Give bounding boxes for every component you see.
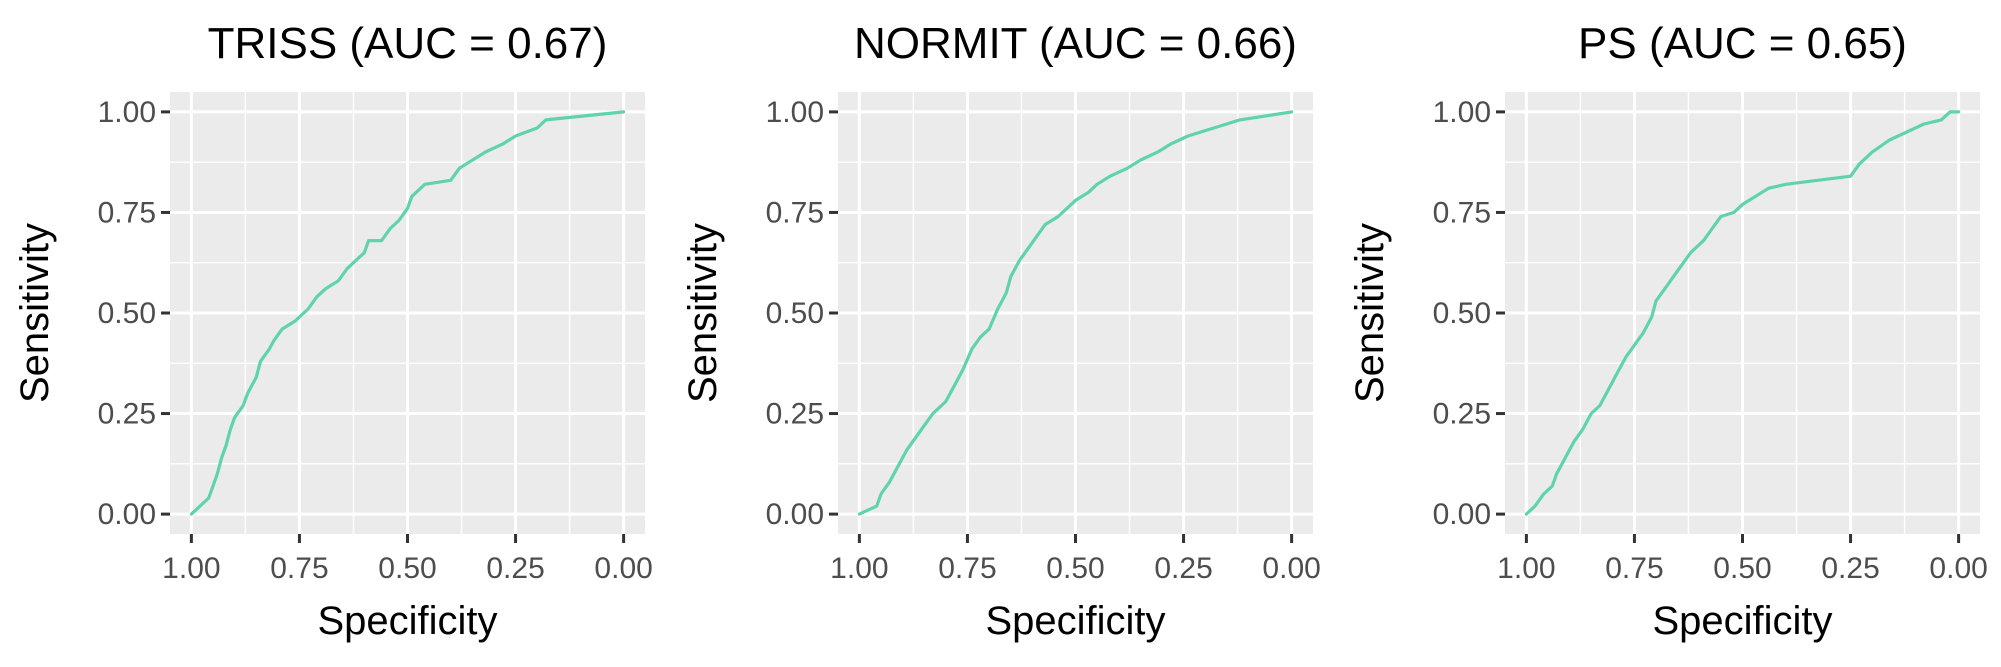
y-tick-label: 0.75: [766, 196, 824, 229]
x-tick-label: 1.00: [1497, 552, 1555, 585]
chart-title: NORMIT (AUC = 0.66): [854, 19, 1297, 68]
x-tick-label: 0.00: [1262, 552, 1320, 585]
y-tick-label: 0.50: [1433, 297, 1491, 330]
x-tick-label: 0.75: [270, 552, 328, 585]
x-tick-label: 1.00: [162, 552, 220, 585]
y-tick-label: 0.75: [98, 196, 156, 229]
x-tick-label: 0.75: [1605, 552, 1663, 585]
roc-panel: 0.00 0.25 0.50 0.75 1.00 1.00 0.75 0.50 0.25 0.00…: [1348, 19, 1988, 643]
y-axis-title: Sensitivity: [13, 223, 57, 403]
x-tick-label: 0.50: [1713, 552, 1771, 585]
y-tick-label: 0.25: [1433, 398, 1491, 431]
x-axis-title: Specificity: [1652, 599, 1832, 643]
roc-panel: 0.00 0.25 0.50 0.75 1.00 1.00 0.75 0.50 0.25 0.00…: [681, 19, 1321, 643]
x-tick-label: 1.00: [830, 552, 888, 585]
y-tick-label: 0.50: [98, 297, 156, 330]
y-axis-title: Sensitivity: [681, 223, 725, 403]
y-tick-label: 0.00: [1433, 498, 1491, 531]
roc-curve: [1524, 110, 1961, 516]
chart-title: TRISS (AUC = 0.67): [208, 19, 608, 68]
roc-curve: [857, 110, 1294, 516]
chart-title: PS (AUC = 0.65): [1578, 19, 1907, 68]
y-tick-label: 0.25: [766, 398, 824, 431]
x-tick-label: 0.75: [938, 552, 996, 585]
y-axis-title: Sensitivity: [1348, 223, 1392, 403]
y-tick-label: 0.00: [98, 498, 156, 531]
x-tick-label: 0.00: [1929, 552, 1987, 585]
x-tick-label: 0.50: [378, 552, 436, 585]
x-tick-label: 0.25: [1821, 552, 1879, 585]
x-tick-label: 0.25: [1154, 552, 1212, 585]
y-tick-label: 0.75: [1433, 196, 1491, 229]
x-axis-title: Specificity: [317, 599, 497, 643]
x-tick-label: 0.25: [486, 552, 544, 585]
x-axis-title: Specificity: [985, 599, 1165, 643]
y-tick-label: 0.50: [766, 297, 824, 330]
y-tick-label: 0.25: [98, 398, 156, 431]
y-tick-label: 0.00: [766, 498, 824, 531]
x-tick-label: 0.50: [1046, 552, 1104, 585]
y-tick-label: 1.00: [1433, 96, 1491, 129]
y-tick-label: 1.00: [98, 96, 156, 129]
roc-panel: 0.00 0.25 0.50 0.75 1.00 1.00 0.75 0.50 0.25 0.00…: [13, 19, 653, 643]
x-tick-label: 0.00: [594, 552, 652, 585]
y-tick-label: 1.00: [766, 96, 824, 129]
roc-curve: [189, 110, 626, 516]
